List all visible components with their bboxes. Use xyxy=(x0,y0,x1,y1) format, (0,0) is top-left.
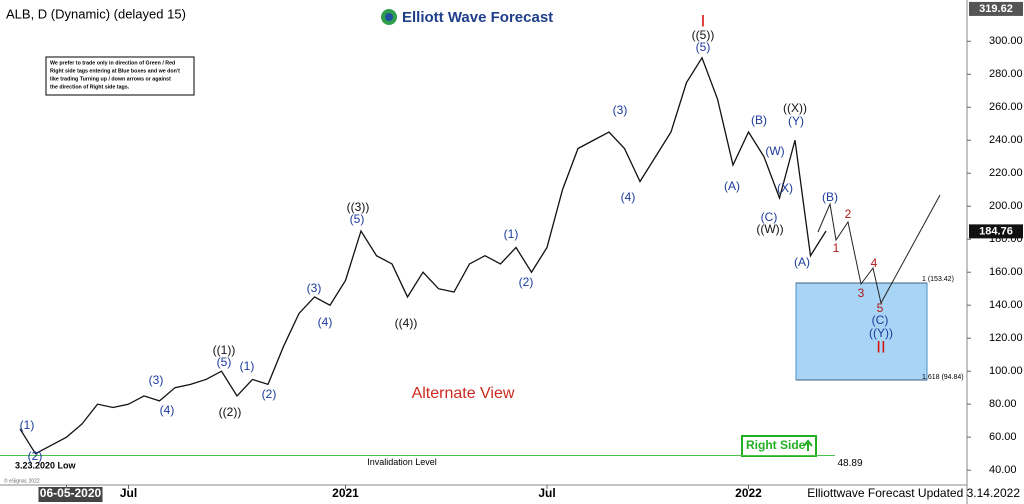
x-tick-label: 2021 xyxy=(332,486,359,500)
wave-label: II xyxy=(876,337,885,356)
wave-label: (1) xyxy=(240,359,255,373)
wave-label: 1 xyxy=(833,241,840,255)
box-label: 1 (153.42) xyxy=(922,276,954,283)
wave-label: (2) xyxy=(519,275,534,289)
wave-label: ((3)) xyxy=(347,200,370,214)
wave-label: (4) xyxy=(160,403,175,417)
y-tick-label: 120.00 xyxy=(989,332,1023,344)
wave-label: 3 xyxy=(858,286,865,300)
invalidation-value: 48.89 xyxy=(837,458,862,469)
wave-label: 2 xyxy=(845,207,852,221)
x-tick-label: 06-05-2020 xyxy=(40,486,102,500)
wave-label: (C) xyxy=(872,313,889,327)
wave-label: (2) xyxy=(28,449,43,463)
invalidation-label: Invalidation Level xyxy=(367,457,437,467)
wave-label: (A) xyxy=(794,255,810,269)
wave-label: (1) xyxy=(504,227,519,241)
y-tick-label: 160.00 xyxy=(989,266,1023,278)
wave-label: 4 xyxy=(871,256,878,270)
y-tick-label: 240.00 xyxy=(989,134,1023,146)
wave-label: ((5)) xyxy=(692,28,715,42)
projection-path xyxy=(817,194,941,305)
wave-label: (2) xyxy=(262,387,277,401)
wave-label: (B) xyxy=(751,113,767,127)
wave-label: (3) xyxy=(613,103,628,117)
y-tick-label: 300.00 xyxy=(989,35,1023,47)
logo-icon xyxy=(385,13,393,21)
x-tick-label: Jul xyxy=(538,486,555,500)
x-tick-label: 2022 xyxy=(735,486,762,500)
box-label: 1.618 (94.84) xyxy=(922,374,964,381)
y-tick-label: 220.00 xyxy=(989,167,1023,179)
low-label: 3.23.2020 Low xyxy=(15,460,77,470)
price-tag xyxy=(969,1,1023,16)
note-line: the direction of Right side tags. xyxy=(50,84,130,90)
y-tick-label: 140.00 xyxy=(989,299,1023,311)
right-side-label: Right Side xyxy=(746,438,806,452)
wave-label: (4) xyxy=(318,315,333,329)
y-tick-label: 280.00 xyxy=(989,68,1023,80)
wave-label: (X) xyxy=(777,181,793,195)
price-tag xyxy=(969,224,1023,239)
wave-label: (W) xyxy=(765,144,784,158)
wave-label: ((X)) xyxy=(783,101,807,115)
wave-label: ((Y)) xyxy=(869,326,893,340)
price-tag-label: 184.76 xyxy=(979,225,1013,237)
cursor-date-box xyxy=(38,487,103,502)
y-tick-label: 260.00 xyxy=(989,101,1023,113)
price-line xyxy=(19,56,827,455)
y-tick-label: 60.00 xyxy=(989,431,1017,443)
wave-label: (A) xyxy=(724,179,740,193)
wave-label: ((4)) xyxy=(395,316,418,330)
wave-label: ((1)) xyxy=(213,343,236,357)
symbol: ALB, D (Dynamic) (delayed 15) xyxy=(6,6,186,21)
note-line: We prefer to trade only in direction of … xyxy=(50,60,175,66)
copyright: © eSignal, 2022 xyxy=(4,477,40,484)
up-arrow xyxy=(803,439,813,451)
wave-label: ((W)) xyxy=(756,222,783,236)
wave-label: I xyxy=(701,11,706,30)
note-line: Right side tags entering at Blue boxes a… xyxy=(50,68,180,74)
footer: Elliottwave Forecast Updated 3.14.2022 xyxy=(807,486,1020,500)
note-box xyxy=(45,56,195,96)
x-tick-label: Jul xyxy=(120,486,137,500)
wave-label: (B) xyxy=(822,190,838,204)
y-tick-label: 80.00 xyxy=(989,398,1017,410)
y-tick-label: 200.00 xyxy=(989,200,1023,212)
wave-label: (3) xyxy=(149,373,164,387)
wave-label: (C) xyxy=(761,210,778,224)
wave-label: (Y) xyxy=(788,114,804,128)
wave-label: (5) xyxy=(350,212,365,226)
wave-label: (4) xyxy=(621,190,636,204)
wave-label: (1) xyxy=(20,418,35,432)
right-side-box xyxy=(741,435,817,457)
note-line: like trading Turning up / down arrows or… xyxy=(50,76,171,82)
logo-text: Elliott Wave Forecast xyxy=(402,9,553,26)
y-tick-label: 100.00 xyxy=(989,365,1023,377)
price-tag-label: 319.62 xyxy=(979,3,1013,15)
chart-title: Alternate View xyxy=(412,385,515,402)
y-tick-label: 40.00 xyxy=(989,464,1017,476)
wave-label: (5) xyxy=(217,355,232,369)
wave-label: (5) xyxy=(696,40,711,54)
wave-label: (3) xyxy=(307,281,322,295)
target-box xyxy=(795,282,928,381)
wave-label: ((2)) xyxy=(219,405,242,419)
wave-label: 5 xyxy=(877,301,884,315)
